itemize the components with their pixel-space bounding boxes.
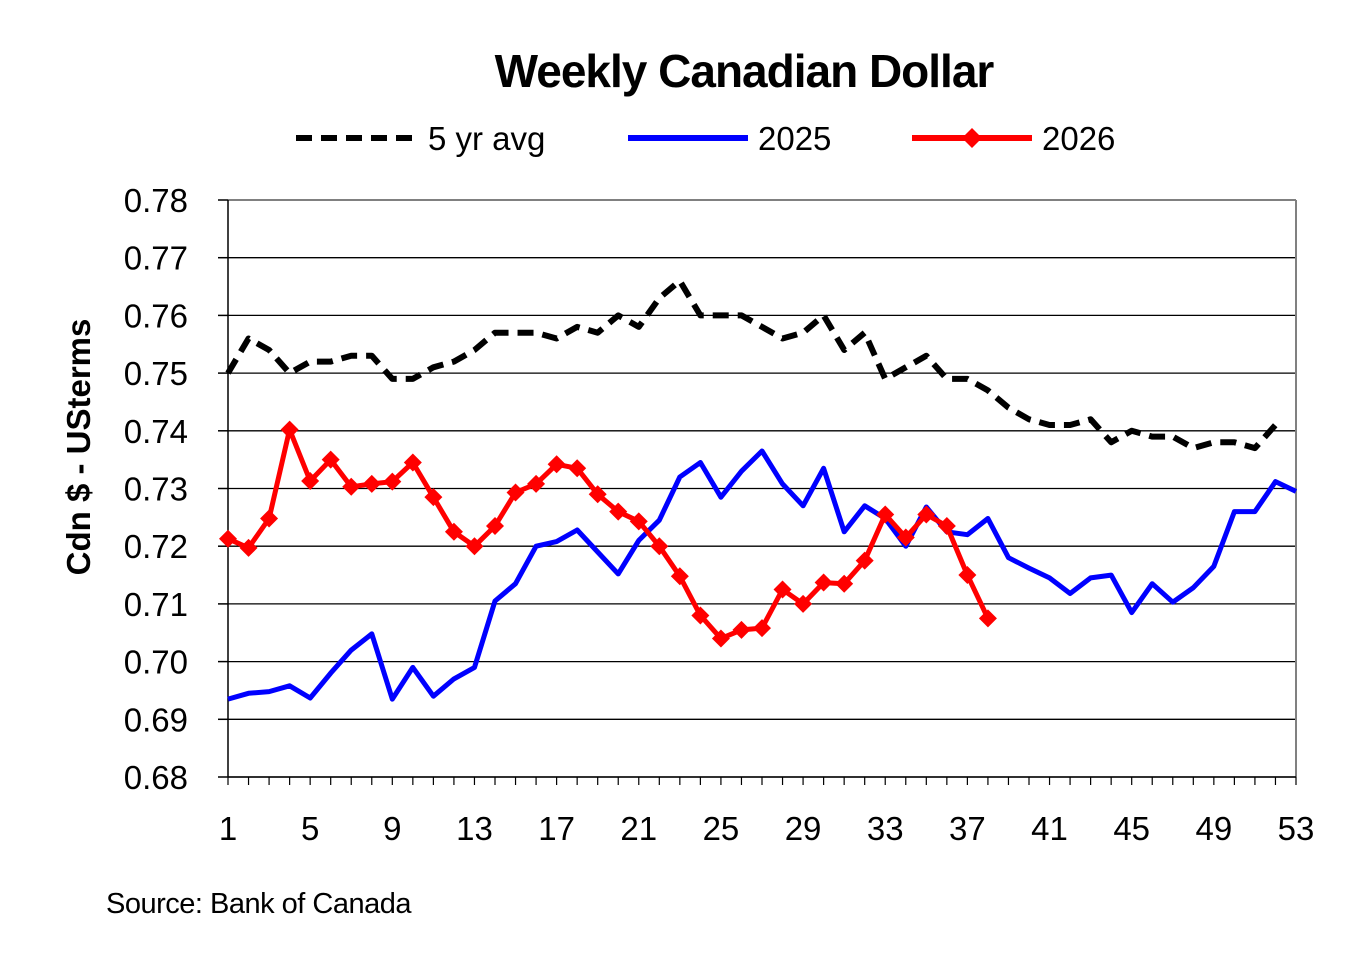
- data-point-2026: [917, 505, 936, 524]
- data-point-2026: [711, 629, 730, 648]
- series-line-2025: [227, 448, 1298, 702]
- data-point-2026: [342, 477, 361, 496]
- data-point-2026: [403, 453, 422, 472]
- x-tick-label: 25: [703, 810, 740, 847]
- x-tick-label: 37: [949, 810, 986, 847]
- series-line-2026: [226, 427, 991, 641]
- y-tick-label: 0.72: [124, 528, 188, 565]
- data-point-2026: [896, 528, 915, 547]
- data-point-2026: [321, 450, 340, 469]
- data-point-2026: [814, 573, 833, 592]
- series-lines: [219, 277, 1298, 702]
- x-tick-label: 41: [1031, 810, 1068, 847]
- data-point-2026: [876, 505, 895, 524]
- legend-label: 2025: [758, 120, 831, 157]
- y-tick-label: 0.77: [124, 240, 188, 277]
- data-point-2026: [753, 619, 771, 638]
- y-tick-label: 0.74: [124, 413, 188, 450]
- x-tick-label: 33: [867, 810, 904, 847]
- data-point-2026: [978, 609, 997, 628]
- y-tick-label: 0.73: [124, 471, 188, 508]
- legend-label: 2026: [1042, 120, 1115, 157]
- data-point-2026: [301, 471, 320, 490]
- data-point-2026: [568, 459, 587, 478]
- x-tick-label: 17: [538, 810, 575, 847]
- data-point-2026: [691, 606, 710, 625]
- x-tick-label: 1: [219, 810, 237, 847]
- legend-label: 5 yr avg: [428, 120, 545, 157]
- y-axis-label: Cdn $ - USterms: [60, 319, 97, 576]
- x-tick-label: 45: [1113, 810, 1150, 847]
- data-point-2026: [486, 517, 504, 536]
- y-tick-label: 0.68: [124, 759, 188, 796]
- data-point-2026: [547, 455, 566, 474]
- data-point-2026: [280, 420, 299, 439]
- data-point-2026: [239, 538, 258, 557]
- data-point-2026: [650, 537, 669, 556]
- data-point-2026: [855, 551, 874, 570]
- data-point-2026: [588, 485, 607, 504]
- data-point-2026: [424, 488, 443, 507]
- data-point-2026: [260, 509, 279, 528]
- data-point-2026: [629, 512, 648, 531]
- x-tick-label: 53: [1278, 810, 1315, 847]
- y-tick-labels: 0.68 0.69 0.70 0.71 0.72 0.73 0.74 0.75 0.76 0.77…: [124, 182, 188, 796]
- y-tick-label: 0.69: [124, 701, 188, 738]
- chart-title: Weekly Canadian Dollar: [494, 45, 995, 97]
- data-point-2026: [794, 594, 813, 613]
- y-tick-label: 0.76: [124, 297, 188, 334]
- data-point-2026: [219, 529, 237, 548]
- data-point-2026: [362, 474, 381, 493]
- y-tick-label: 0.71: [124, 586, 188, 623]
- data-point-2026: [670, 567, 689, 586]
- source-note: Source: Bank of Canada: [106, 888, 411, 920]
- series-line-5-yr-avg: [225, 277, 1278, 452]
- x-tick-label: 21: [620, 810, 657, 847]
- legend: 5 yr avg 2025 2026: [296, 120, 1115, 157]
- x-tick-label: 5: [301, 810, 319, 847]
- data-point-2026: [937, 517, 956, 536]
- data-point-2026: [383, 472, 402, 491]
- y-tick-label: 0.75: [124, 355, 188, 392]
- x-tick-labels: 1 5 9 13 17 21 25 29 33 37 41 45 49 53: [219, 810, 1315, 847]
- y-tick-label: 0.70: [124, 644, 188, 681]
- legend-marker-2026: [962, 128, 982, 148]
- data-point-2026: [506, 483, 525, 502]
- x-tick-label: 9: [383, 810, 401, 847]
- axes: [218, 199, 1297, 785]
- data-point-2026: [444, 522, 463, 541]
- data-point-2026: [958, 566, 977, 585]
- y-tick-label: 0.78: [124, 182, 188, 219]
- x-tick-label: 13: [456, 810, 493, 847]
- data-point-2026: [732, 620, 751, 639]
- data-point-2026: [773, 580, 792, 599]
- data-point-2026: [835, 574, 854, 593]
- x-tick-label: 29: [785, 810, 822, 847]
- data-point-2026: [609, 502, 628, 521]
- data-point-2026: [527, 474, 546, 493]
- data-point-2026: [465, 537, 484, 556]
- x-tick-label: 49: [1195, 810, 1232, 847]
